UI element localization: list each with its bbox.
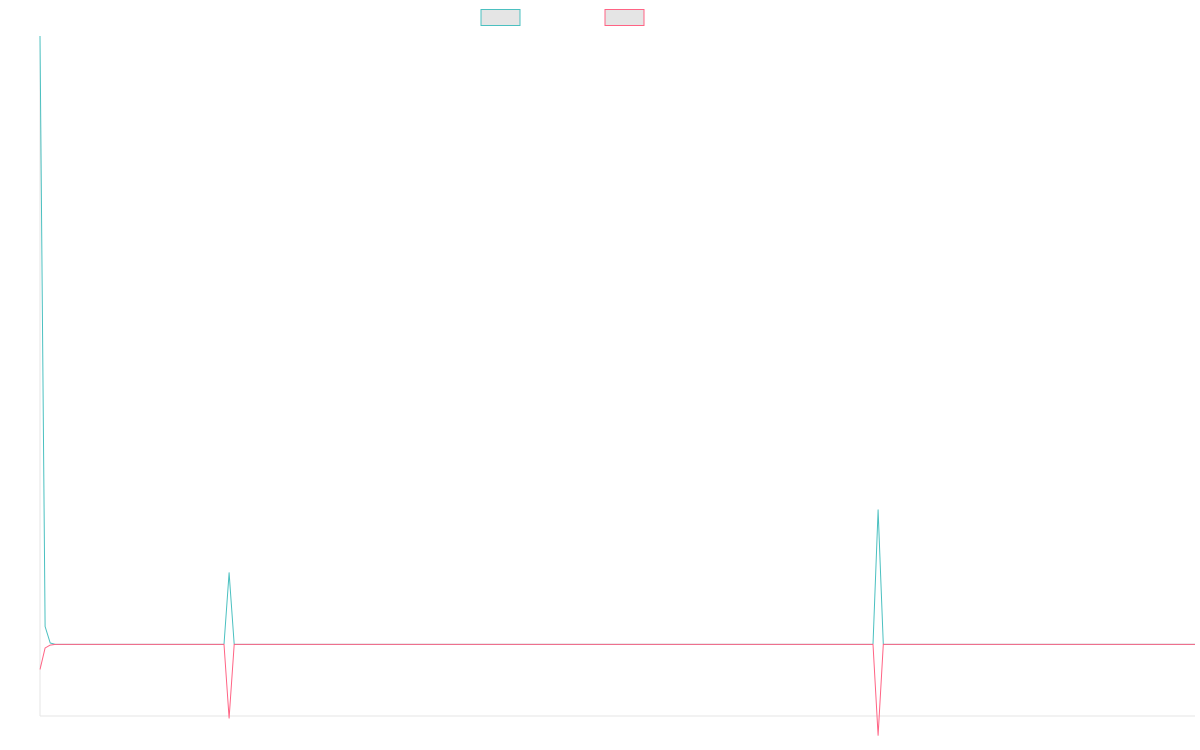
series-line-1 xyxy=(39,35,1195,645)
legend-swatch-2 xyxy=(604,9,645,26)
legend-swatch-1 xyxy=(480,9,521,26)
series-group xyxy=(39,35,1195,736)
legend xyxy=(480,9,645,26)
axes xyxy=(39,36,1195,717)
series-line-2 xyxy=(39,643,1195,736)
